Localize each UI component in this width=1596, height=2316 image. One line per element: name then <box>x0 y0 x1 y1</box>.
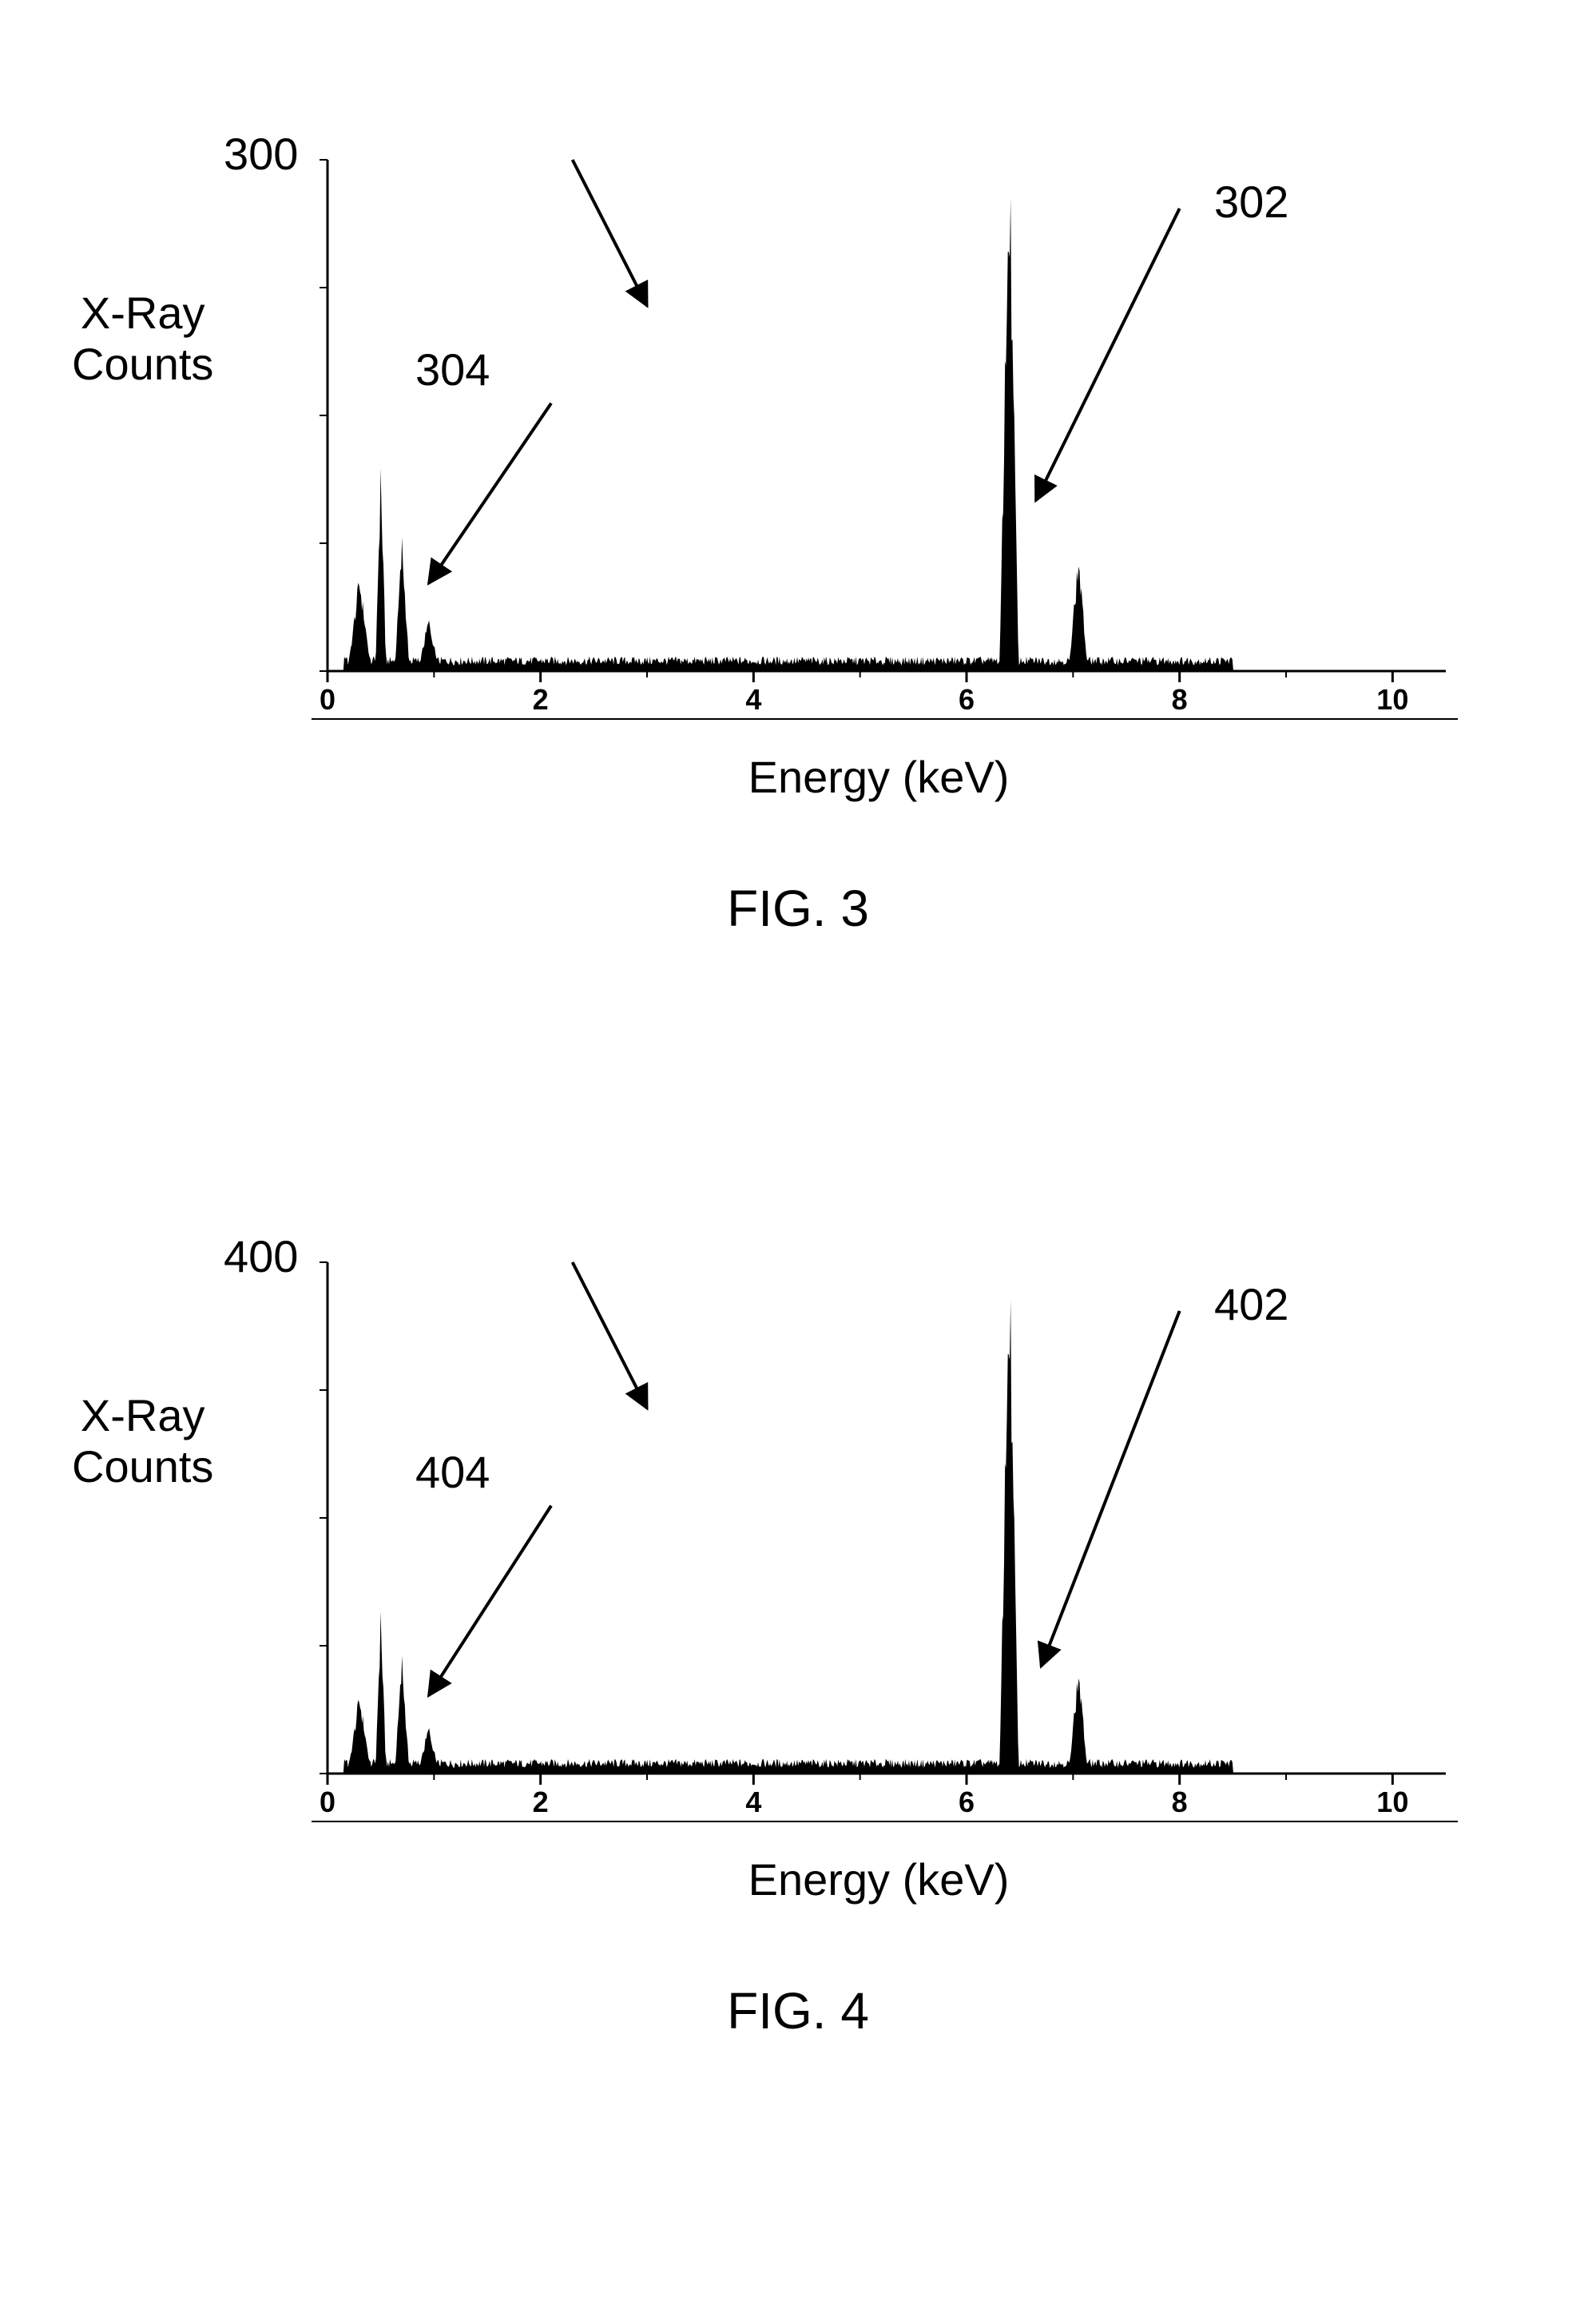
fig4-chart: 0 2 4 6 8 10 <box>296 1254 1462 1845</box>
annotation-arrow <box>573 1262 647 1408</box>
xtick-label: 6 <box>959 1786 975 1818</box>
fig4-annot-overall: 400 <box>224 1230 298 1282</box>
fig4-caption-text: FIG. 4 <box>727 1982 869 2040</box>
fig3-xlabel: Energy (keV) <box>296 751 1462 803</box>
fig3-ylabel-line2: Counts <box>72 339 213 389</box>
xtick-label: 0 <box>320 1786 335 1818</box>
fig4-annot-overall-label: 400 <box>224 1231 298 1281</box>
spectrum-fill <box>328 1301 1446 1774</box>
fig4-xlabel-text: Energy (keV) <box>748 1854 1010 1905</box>
annotation-arrow <box>429 403 551 584</box>
fig4-ylabel-line2: Counts <box>72 1441 213 1492</box>
fig3-annot-overall: 300 <box>224 128 298 180</box>
xtick-label: 8 <box>1172 683 1188 716</box>
xtick-label: 4 <box>745 683 761 716</box>
spectrum-fill <box>328 198 1446 671</box>
xtick-label: 4 <box>745 1786 761 1818</box>
fig3-caption-text: FIG. 3 <box>727 880 869 937</box>
fig3-xlabel-text: Energy (keV) <box>748 752 1010 802</box>
fig3-annot-overall-label: 300 <box>224 129 298 179</box>
annotation-arrow <box>429 1506 551 1696</box>
annotation-arrow <box>1036 209 1180 501</box>
xtick-label: 6 <box>959 683 975 716</box>
fig3-ylabel-line1: X-Ray <box>81 288 205 338</box>
xtick-label: 2 <box>533 1786 549 1818</box>
fig3-ylabel: X-Ray Counts <box>72 288 213 391</box>
fig3-caption: FIG. 3 <box>0 879 1596 938</box>
annotation-arrow <box>573 160 647 306</box>
xtick-label: 10 <box>1376 1786 1408 1818</box>
xtick-label: 2 <box>533 683 549 716</box>
fig4-caption: FIG. 4 <box>0 1981 1596 2040</box>
fig4-xlabel: Energy (keV) <box>296 1853 1462 1905</box>
xtick-label: 10 <box>1376 683 1408 716</box>
fig4-ylabel: X-Ray Counts <box>72 1390 213 1493</box>
xtick-label: 0 <box>320 683 335 716</box>
fig3-chart: 0 2 4 6 8 10 <box>296 152 1462 743</box>
page: 300 302 304 X-Ray Counts 0246810 Energy … <box>0 0 1596 2316</box>
xtick-label: 8 <box>1172 1786 1188 1818</box>
fig4-ylabel-line1: X-Ray <box>81 1390 205 1440</box>
annotation-arrow <box>1041 1311 1179 1666</box>
